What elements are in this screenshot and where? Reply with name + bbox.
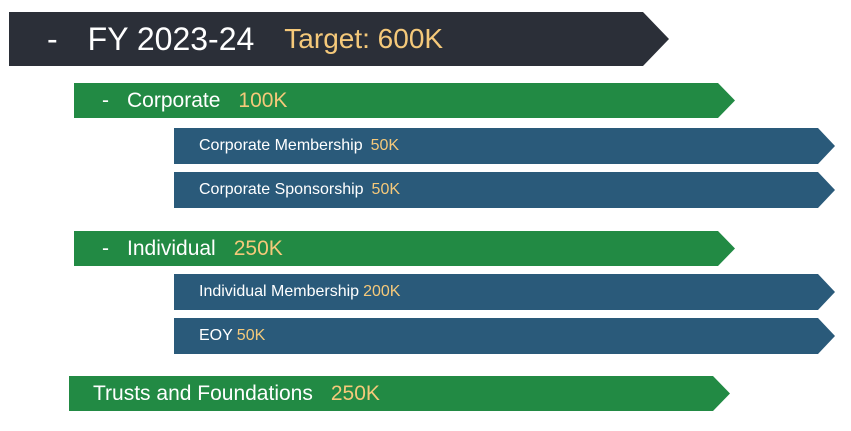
corporate-label: Corporate (127, 88, 221, 112)
corporate-value: 100K (238, 88, 288, 112)
corporate-membership-value: 50K (370, 137, 400, 154)
corporate-sponsorship-item: Corporate Sponsorship 50K (174, 172, 835, 208)
eoy-item: EOY 50K (174, 318, 835, 354)
eoy-value: 50K (236, 327, 266, 344)
corporate-group: - Corporate 100K (74, 83, 735, 118)
corporate-membership-label: Corporate Membership (199, 137, 363, 154)
individual-dash: - (102, 236, 109, 260)
corporate-membership-item: Corporate Membership 50K (174, 128, 835, 164)
header-dash: - (47, 20, 58, 57)
individual-membership-label: Individual Membership (199, 283, 360, 300)
individual-membership-value: 200K (363, 283, 401, 300)
corporate-dash: - (102, 88, 109, 112)
fiscal-year-label: FY 2023-24 (87, 20, 255, 57)
individual-membership-item: Individual Membership 200K (174, 274, 835, 310)
individual-label: Individual (127, 236, 216, 260)
fiscal-year-header: - FY 2023-24 Target: 600K (9, 12, 669, 66)
corporate-sponsorship-value: 50K (371, 181, 401, 198)
trusts-foundations-group: Trusts and Foundations 250K (69, 376, 730, 411)
target-value: Target: 600K (284, 23, 444, 54)
trusts-foundations-value: 250K (330, 381, 380, 405)
corporate-sponsorship-label: Corporate Sponsorship (199, 181, 364, 198)
trusts-foundations-label: Trusts and Foundations (93, 381, 313, 405)
individual-value: 250K (233, 236, 283, 260)
eoy-label: EOY (199, 327, 233, 344)
individual-group: - Individual 250K (74, 231, 735, 266)
